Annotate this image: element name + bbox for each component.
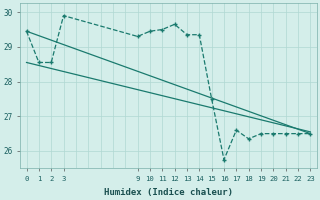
X-axis label: Humidex (Indice chaleur): Humidex (Indice chaleur) (104, 188, 233, 197)
